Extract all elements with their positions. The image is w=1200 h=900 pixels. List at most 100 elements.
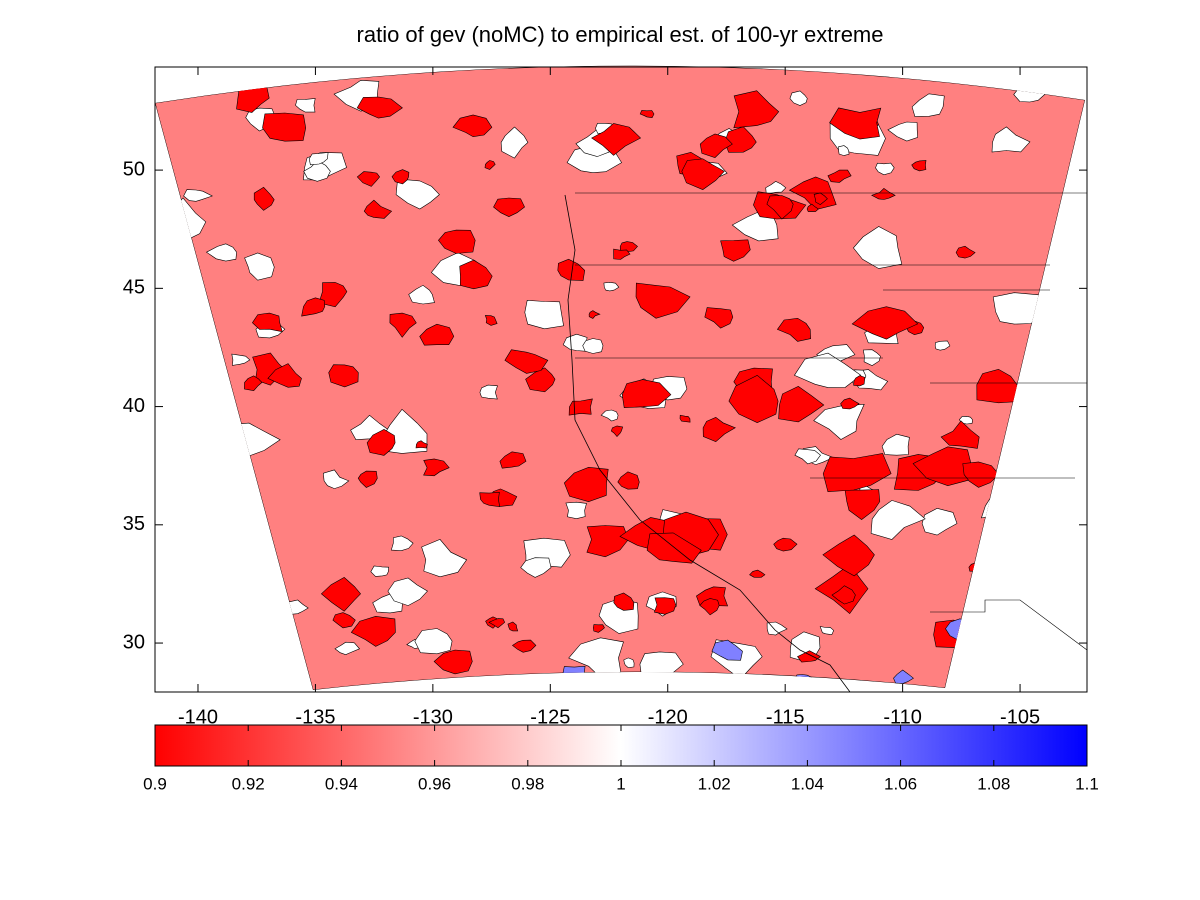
colorbar-tick-label: 0.94 [325,774,358,793]
contour-blob [267,363,302,388]
contour-blob [623,657,635,669]
colorbar-tick-label: 0.96 [418,774,451,793]
contour-blob [322,469,350,489]
contour-blob [484,315,498,326]
contour-blob [773,537,798,552]
contour-blob [244,252,275,281]
contour-blob [390,535,414,552]
contour-blob [205,243,237,262]
x-tick-label: -140 [178,706,218,728]
contour-blob [433,649,473,675]
colorbar-tick-label: 1.04 [791,774,824,793]
contour-blob [921,507,958,536]
contour-blob [484,160,496,170]
colorbar [154,724,1088,767]
colorbar-tick-label: 1.08 [977,774,1010,793]
contour-blob [778,386,825,423]
contour-blob [789,90,808,106]
x-tick-label: -135 [295,706,335,728]
contour-blob [568,398,593,416]
contour-blob [563,466,609,503]
contour-blob [613,592,635,611]
contour-blob [699,133,733,158]
contour-blob [303,160,331,182]
contour-blob [500,126,529,159]
contour-blob [704,307,734,329]
contour-blob [562,333,588,352]
y-tick-label: 30 [123,631,145,653]
contour-blob [328,364,359,388]
chart-title: ratio of gev (noMC) to empirical est. of… [357,22,884,47]
y-tick-label: 35 [123,513,145,535]
contour-blob [479,384,498,400]
contour-blob [363,199,393,219]
contour-blob [438,229,476,254]
contour-blob [421,539,468,578]
contour-blob [875,162,895,176]
contour-blob [613,248,631,260]
contour-blob [844,489,881,520]
contour-blob [511,639,537,653]
field [155,65,1085,691]
contour-blob [262,112,307,142]
contour-blob [592,624,605,633]
contour-blob [991,126,1031,153]
contour-blob [391,169,410,185]
contour-blob [635,282,691,319]
contour-blob [231,353,251,366]
contour-blob [499,451,527,469]
contour-blob [679,414,691,423]
contour-blob [911,160,927,172]
contour-blob [415,440,428,449]
contour-blob [356,171,380,187]
contour-blob [911,93,945,117]
contour-blob [621,379,672,409]
contour-blob [488,618,506,629]
x-tick-label: -105 [1000,706,1040,728]
contour-blob [301,297,326,317]
x-tick-label: -125 [530,706,570,728]
contour-blob [493,197,525,218]
contour-blob [853,226,903,269]
contour-blob [244,375,263,392]
contour-blob [893,669,914,684]
contour-blob [619,241,638,253]
contour-blob [525,367,556,393]
contour-blob [813,192,828,205]
contour-blob [504,349,549,374]
contour-blob [720,239,751,262]
contour-blob [586,525,629,558]
contour-blob [853,375,866,387]
contour-blob [765,181,787,195]
contour-blob [389,312,417,338]
contour-blob [699,598,720,616]
contour-blob [610,425,624,438]
contour-blob [332,612,356,629]
contour-blob [840,397,860,410]
contour-blob [565,501,587,520]
x-tick-label: -130 [413,706,453,728]
contour-blob [955,245,976,259]
contour-blob [827,169,852,183]
contour-blob [370,565,390,577]
contour-blob [507,621,519,632]
contour-blob [350,615,396,647]
contour-blob [728,374,779,424]
contour-blob [479,491,501,508]
contour-blob [766,195,794,220]
x-tick-label: -120 [648,706,688,728]
contour-blob [819,626,835,636]
contour-blob [711,639,743,661]
y-tick-label: 50 [123,158,145,180]
contour-blob [582,338,604,354]
coastline [564,194,851,693]
map-area [155,65,1088,693]
contour-blob [423,458,450,477]
colorbar-tick-label: 1 [616,774,625,793]
contour-blob [793,352,862,388]
colorbar-tick-label: 0.9 [143,774,167,793]
contour-blob [829,107,882,140]
colorbar-tick-label: 1.02 [698,774,731,793]
contour-blob [806,203,819,212]
contour-blob [356,96,403,119]
